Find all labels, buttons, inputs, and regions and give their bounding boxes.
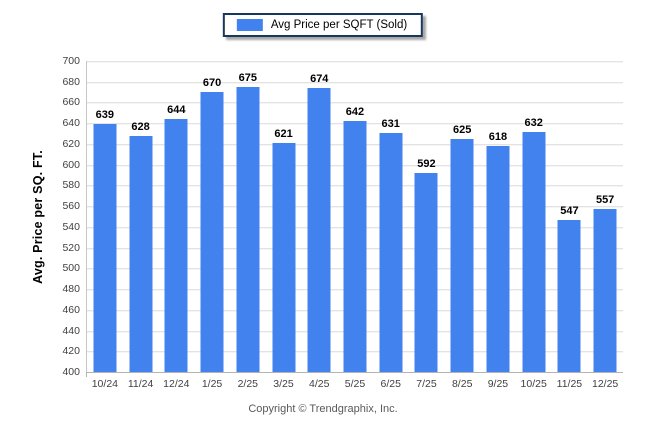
legend: Avg Price per SQFT (Sold) xyxy=(222,13,424,37)
x-axis-tick-label: 11/24 xyxy=(127,378,154,390)
bar-value-label: 670 xyxy=(202,77,222,90)
bar xyxy=(557,219,581,372)
x-axis-tick-label: 11/25 xyxy=(556,378,583,390)
bar-slot: 644 12/24 xyxy=(158,61,194,390)
bar-slot: 674 4/25 xyxy=(301,61,337,390)
bar-value-label: 547 xyxy=(560,204,579,217)
bar-value-label: 592 xyxy=(417,157,436,170)
bar xyxy=(129,135,153,372)
x-axis-tick-label: 12/24 xyxy=(163,378,190,390)
y-axis-tick-label: 640 xyxy=(62,117,80,130)
legend-swatch-icon xyxy=(236,19,263,31)
bar-slot: 628 11/24 xyxy=(123,61,159,390)
bar-slot: 592 7/25 xyxy=(409,61,445,390)
bar xyxy=(450,138,474,372)
bar-value-label: 642 xyxy=(345,106,365,119)
y-axis-tick-label: 500 xyxy=(62,262,80,275)
bar-value-label: 621 xyxy=(274,127,293,140)
bar-value-label: 625 xyxy=(453,123,472,136)
y-axis-tick-label: 680 xyxy=(62,75,80,88)
bar xyxy=(200,92,224,372)
bar-slot: 642 5/25 xyxy=(337,61,373,390)
x-axis-tick-label: 10/25 xyxy=(520,378,547,390)
bar-slot: 618 9/25 xyxy=(480,61,516,390)
bar xyxy=(486,146,510,372)
bar-slot: 632 10/25 xyxy=(516,61,552,391)
x-axis-tick-label: 4/25 xyxy=(309,378,330,390)
y-axis-tick-label: 420 xyxy=(62,345,80,358)
y-axis-tick-label: 560 xyxy=(62,200,80,213)
legend-label: Avg Price per SQFT (Sold) xyxy=(270,19,408,31)
bar-value-label: 557 xyxy=(595,194,615,207)
x-axis-tick-label: 6/25 xyxy=(380,378,401,390)
x-axis-tick-label: 5/25 xyxy=(344,378,366,390)
bar-slot: 625 8/25 xyxy=(444,61,480,390)
x-axis-tick-label: 3/25 xyxy=(273,378,294,390)
y-axis-tick-label: 480 xyxy=(62,283,80,296)
x-axis-tick-label: 10/24 xyxy=(91,378,118,390)
bar-value-label: 628 xyxy=(131,120,150,133)
y-axis-tick-label: 440 xyxy=(62,324,80,337)
bar-value-label: 675 xyxy=(238,71,257,84)
y-axis-tick-label: 520 xyxy=(62,241,80,254)
x-axis-origin-tick xyxy=(86,373,87,377)
bar-slot: 670 1/25 xyxy=(194,61,230,390)
y-axis-tick-label: 600 xyxy=(62,158,80,171)
bar-slot: 547 11/25 xyxy=(552,61,588,390)
gridline xyxy=(87,81,623,83)
y-axis-tick-label: 620 xyxy=(62,137,80,150)
bar xyxy=(164,119,188,372)
x-axis-tick-label: 7/25 xyxy=(416,378,437,390)
bar xyxy=(236,86,260,372)
x-axis-tick-label: 9/25 xyxy=(487,378,509,390)
bar-slot: 675 2/25 xyxy=(230,61,266,390)
x-axis-tick-label: 2/25 xyxy=(237,378,258,390)
bar-slot: 639 10/24 xyxy=(87,61,123,390)
y-axis-tick-label: 540 xyxy=(62,220,80,233)
bar-value-label: 618 xyxy=(488,131,508,144)
bar xyxy=(343,121,367,372)
bar-value-label: 631 xyxy=(381,117,400,130)
bar-value-label: 644 xyxy=(167,104,186,117)
bar xyxy=(93,124,117,372)
bar xyxy=(522,131,546,372)
bar xyxy=(414,172,438,372)
gridline xyxy=(87,102,623,104)
y-axis-tick-label: 660 xyxy=(62,96,80,109)
y-axis-tick-label: 700 xyxy=(62,55,80,67)
y-axis-tick-label: 400 xyxy=(62,366,80,378)
gridline xyxy=(87,61,623,62)
y-axis-tick-label: 460 xyxy=(62,303,80,316)
y-axis-tick-label: 580 xyxy=(62,179,80,192)
bar-slot: 557 12/25 xyxy=(587,61,623,390)
bar-slot: 621 3/25 xyxy=(266,61,302,390)
bar xyxy=(379,132,403,372)
bar-slot: 631 6/25 xyxy=(373,61,409,390)
copyright-text: Copyright © Trendgraphix, Inc. xyxy=(248,403,398,415)
plot-area: 639 10/24 628 11/24 644 12/24 670 1/25 675 2/25 62… xyxy=(86,61,623,391)
x-axis-tick-label: 12/25 xyxy=(591,378,619,390)
bar xyxy=(593,209,617,372)
x-axis-tick-label: 8/25 xyxy=(451,378,473,390)
bar-value-label: 632 xyxy=(524,116,543,129)
bar xyxy=(272,142,296,372)
bar-value-label: 639 xyxy=(95,109,115,122)
bar xyxy=(307,87,331,372)
bar-value-label: 674 xyxy=(310,72,329,85)
x-axis-tick-label: 1/25 xyxy=(201,378,223,390)
